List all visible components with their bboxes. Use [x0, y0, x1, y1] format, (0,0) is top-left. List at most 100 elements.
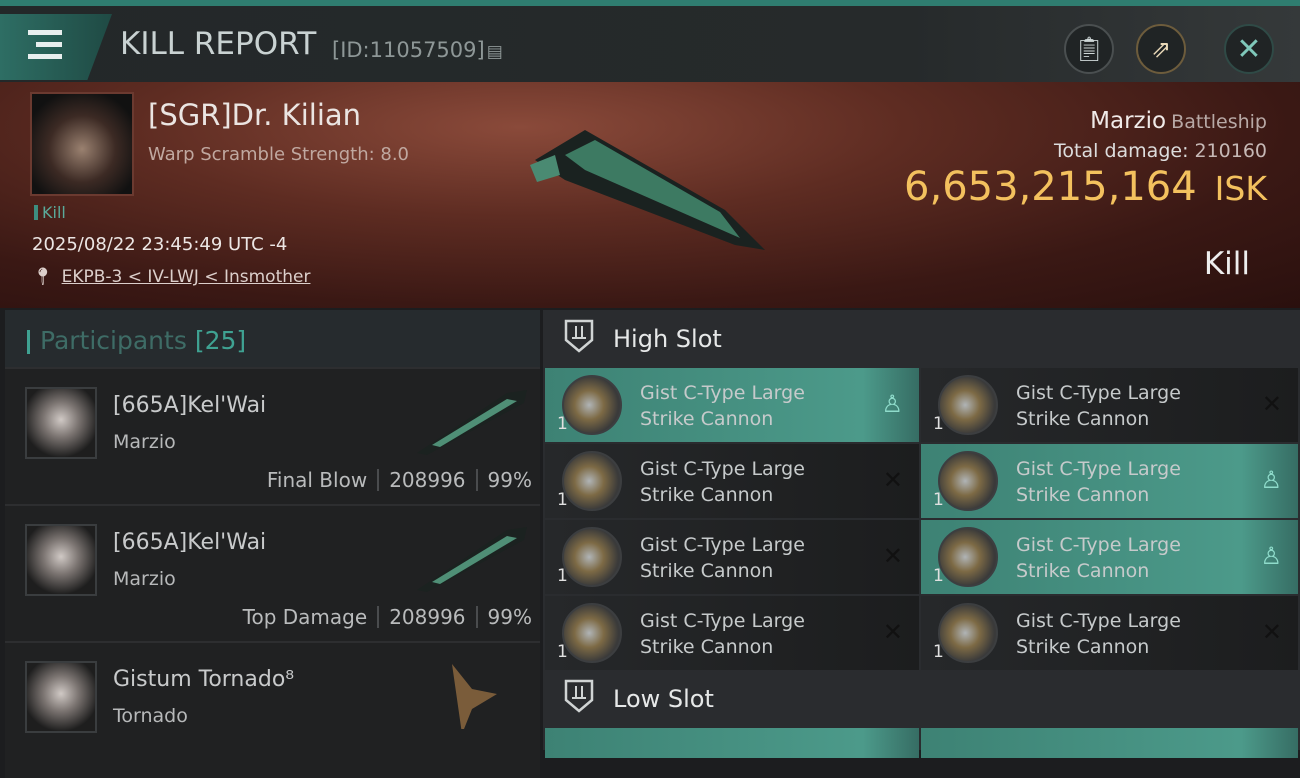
module-icon	[562, 603, 622, 663]
location: 📍︎ EKPB-3 < IV-LWJ < Insmother	[32, 267, 310, 287]
module-name: Gist C-Type Large Strike Cannon	[640, 534, 805, 582]
participant-portrait[interactable]	[25, 661, 97, 733]
slot-header: High Slot	[543, 310, 1300, 368]
module-icon	[562, 375, 622, 435]
module-item[interactable]: 1 Gist C-Type Large Strike Cannon ✕	[545, 520, 919, 594]
module-item[interactable]: 1 Gist C-Type Large Strike Cannon ♙	[921, 444, 1298, 518]
module-item[interactable]	[921, 728, 1298, 758]
module-quantity: 1	[933, 566, 944, 586]
module-icon	[562, 527, 622, 587]
participant-ship: Marzio	[113, 431, 176, 453]
module-item[interactable]: 1 Gist C-Type Large Strike Cannon ✕	[545, 444, 919, 518]
victim-ship-class: Battleship	[1171, 111, 1267, 133]
victim-summary: [SGR]Dr. Kilian Warp Scramble Strength: …	[0, 82, 1300, 308]
module-icon	[938, 527, 998, 587]
total-damage-label: Total damage:	[1054, 140, 1189, 162]
close-icon: ✕	[1236, 31, 1262, 67]
module-grid: 1 Gist C-Type Large Strike Cannon ♙ 1 Gist C…	[543, 368, 1300, 670]
module-quantity: 1	[557, 490, 568, 510]
share-icon: ⇗	[1150, 35, 1172, 63]
module-name: Gist C-Type Large Strike Cannon	[1016, 534, 1181, 582]
victim-ship-image	[530, 130, 765, 250]
victim-portrait[interactable]	[30, 92, 134, 196]
module-grid	[543, 728, 1300, 758]
participant-row[interactable]: [665A]Kel'Wai Marzio Final Blow 208996 99%	[5, 367, 540, 504]
destroyed-x-icon: ✕	[882, 466, 903, 494]
participant-stats: Final Blow 208996 99%	[267, 468, 532, 492]
module-icon	[938, 603, 998, 663]
dropped-person-icon: ♙	[881, 390, 903, 418]
destroyed-x-icon: ✕	[1261, 618, 1282, 646]
module-icon	[938, 375, 998, 435]
victim-ship-name: Marzio	[1090, 108, 1167, 134]
participant-name: Gistum Tornado⁸	[113, 667, 295, 692]
module-quantity: 1	[557, 414, 568, 434]
separator	[475, 469, 478, 491]
participant-ship-image	[452, 664, 497, 729]
module-item[interactable]: 1 Gist C-Type Large Strike Cannon ✕	[545, 596, 919, 670]
participant-ship-image	[417, 390, 527, 455]
victim-ship-info: Marzio Battleship Total damage: 210160 6,…	[904, 108, 1267, 210]
module-item[interactable]: 1 Gist C-Type Large Strike Cannon ♙	[545, 368, 919, 442]
participants-label: Participants	[40, 326, 187, 355]
module-quantity: 1	[933, 414, 944, 434]
participant-row[interactable]: [665A]Kel'Wai Marzio Top Damage 208996 99%	[5, 504, 540, 641]
close-button[interactable]: ✕	[1224, 24, 1274, 74]
menu-icon-bar	[36, 42, 62, 47]
participant-percent: 99%	[487, 468, 532, 492]
module-item[interactable]: 1 Gist C-Type Large Strike Cannon ✕	[921, 368, 1298, 442]
page-title: KILL REPORT	[120, 26, 317, 62]
participant-ship: Tornado	[113, 705, 188, 727]
total-damage-value: 210160	[1194, 140, 1267, 162]
participants-count: [25]	[194, 326, 247, 355]
share-button[interactable]: ⇗	[1136, 24, 1186, 74]
dropped-person-icon: ♙	[1260, 466, 1282, 494]
participant-portrait[interactable]	[25, 387, 97, 459]
module-item[interactable]: 1 Gist C-Type Large Strike Cannon ✕	[921, 596, 1298, 670]
participant-percent: 99%	[487, 605, 532, 629]
module-name: Gist C-Type Large Strike Cannon	[1016, 382, 1181, 430]
participants-list[interactable]: [665A]Kel'Wai Marzio Final Blow 208996 99% [6…	[5, 367, 540, 778]
participants-panel: Participants [25] [665A]Kel'Wai Marzio Fin…	[5, 310, 540, 778]
destroyed-x-icon: ✕	[1261, 390, 1282, 418]
menu-button[interactable]	[0, 14, 112, 80]
copy-icon[interactable]: ▤	[486, 42, 503, 62]
module-name: Gist C-Type Large Strike Cannon	[640, 458, 805, 506]
participant-role: Final Blow	[266, 468, 368, 492]
isk-value: 6,653,215,164	[904, 164, 1197, 210]
kill-time: 2025/08/22 23:45:49 UTC -4	[32, 234, 288, 255]
module-name: Gist C-Type Large Strike Cannon	[1016, 610, 1181, 658]
kill-tag: Kill	[34, 205, 66, 221]
module-quantity: 1	[557, 566, 568, 586]
module-name: Gist C-Type Large Strike Cannon	[640, 610, 805, 658]
top-accent-line	[0, 0, 1300, 6]
participant-name: [665A]Kel'Wai	[113, 530, 267, 555]
participant-damage: 208996	[389, 468, 466, 492]
module-item[interactable]	[545, 728, 919, 758]
participant-portrait[interactable]	[25, 524, 97, 596]
destroyed-x-icon: ✕	[882, 618, 903, 646]
module-icon	[562, 451, 622, 511]
participants-header[interactable]: Participants [25]	[5, 310, 540, 367]
menu-icon	[28, 30, 62, 35]
location-link[interactable]: EKPB-3 < IV-LWJ < Insmother	[61, 267, 311, 287]
isk-unit: ISK	[1214, 169, 1267, 208]
separator	[377, 469, 380, 491]
module-name: Gist C-Type Large Strike Cannon	[640, 382, 805, 430]
clipboard-icon: 📋︎	[1073, 35, 1105, 63]
module-name: Gist C-Type Large Strike Cannon	[1016, 458, 1181, 506]
menu-icon-bar	[28, 54, 62, 59]
module-item[interactable]: 1 Gist C-Type Large Strike Cannon ♙	[921, 520, 1298, 594]
participant-name: [665A]Kel'Wai	[113, 393, 267, 418]
header: KILL REPORT [ID:11057509] ▤ 📋︎ ⇗ ✕	[0, 6, 1300, 82]
victim-name[interactable]: [SGR]Dr. Kilian	[148, 98, 362, 132]
slot-label: High Slot	[613, 325, 722, 353]
location-pin-icon: 📍︎	[32, 267, 54, 287]
destroyed-x-icon: ✕	[882, 542, 903, 570]
participant-row[interactable]: Gistum Tornado⁸ Tornado	[5, 641, 540, 778]
participant-stats: Top Damage 208996 99%	[243, 605, 532, 629]
module-quantity: 1	[557, 642, 568, 662]
clipboard-button[interactable]: 📋︎	[1064, 24, 1114, 74]
participant-ship-image	[417, 527, 527, 592]
outcome-label: Kill	[1203, 246, 1250, 282]
